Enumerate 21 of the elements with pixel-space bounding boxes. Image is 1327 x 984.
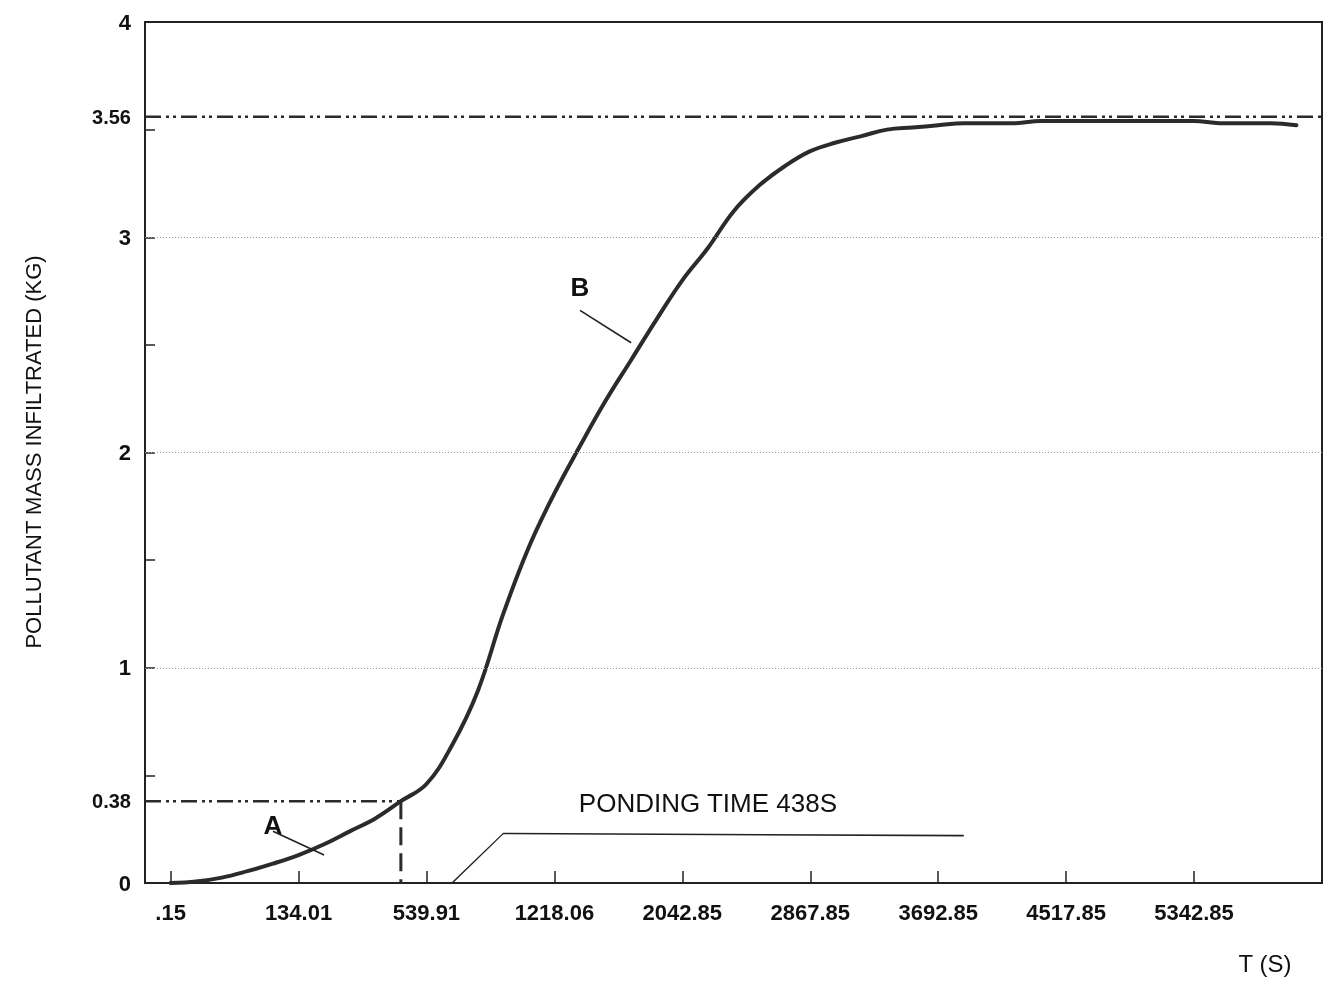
ref-line-label: 3.56 xyxy=(92,105,131,128)
annotation: A xyxy=(263,809,283,840)
x-tick-label: 4517.85 xyxy=(1026,899,1106,925)
x-tick-label: 2042.85 xyxy=(642,899,723,925)
x-tick-label: 5342.85 xyxy=(1154,899,1234,925)
x-axis-title: T (S) xyxy=(1238,949,1292,977)
x-tick-label: 1218.06 xyxy=(514,899,595,925)
y-tick-label: 2 xyxy=(118,440,131,465)
x-tick-label: .15 xyxy=(155,899,186,925)
annotation: PONDING TIME 438S xyxy=(578,788,837,819)
y-axis-title: POLLUTANT MASS INFILTRATED (KG) xyxy=(20,255,46,649)
annotation: B xyxy=(570,271,590,302)
y-tick-label: 1 xyxy=(118,655,131,681)
y-tick-label: 4 xyxy=(118,9,132,35)
x-tick-label: 539.91 xyxy=(392,899,461,925)
ref-line-label: 0.38 xyxy=(92,790,131,813)
y-tick-label: 3 xyxy=(118,224,131,250)
y-tick-label: 0 xyxy=(118,870,131,896)
x-tick-label: 2867.85 xyxy=(770,899,851,925)
x-tick-label: 134.01 xyxy=(264,899,333,925)
x-tick-label: 3692.85 xyxy=(898,899,978,925)
